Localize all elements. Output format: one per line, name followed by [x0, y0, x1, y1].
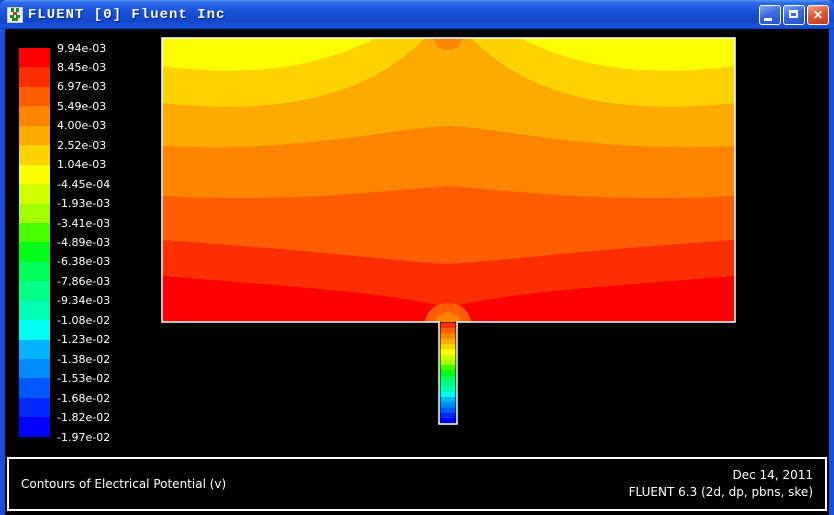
- channel-band: [440, 407, 456, 414]
- minimize-button[interactable]: [759, 5, 781, 25]
- caption-title: Contours of Electrical Potential (v): [21, 477, 227, 491]
- colorbar-label: 4.00e-03: [57, 119, 107, 133]
- channel-band: [440, 402, 456, 408]
- colorbar-label: -1.97e-02: [57, 430, 111, 444]
- top-electrode-spot: [434, 38, 462, 50]
- colorbar-label: 2.52e-03: [57, 138, 107, 152]
- channel-band: [440, 418, 456, 424]
- colorbar-label: -7.86e-03: [57, 274, 111, 288]
- colorbar-label: -1.82e-02: [57, 411, 111, 425]
- channel-band: [440, 391, 456, 398]
- colorbar-label: -1.38e-02: [57, 352, 111, 366]
- colorbar-band: [19, 339, 50, 359]
- caption-date: Dec 14, 2011: [732, 468, 813, 482]
- colorbar-band: [19, 397, 50, 418]
- channel-band: [440, 359, 456, 366]
- channel-band: [440, 396, 456, 403]
- window-controls: ✕: [759, 5, 829, 25]
- maximize-button[interactable]: [783, 5, 805, 25]
- colorbar-band: [19, 48, 50, 68]
- minimize-icon: [764, 18, 772, 21]
- titlebar[interactable]: FLUENT [0] Fluent Inc ✕: [0, 0, 834, 29]
- colorbar-band: [19, 106, 50, 126]
- channel-band: [440, 338, 456, 345]
- colorbar-band: [19, 242, 50, 262]
- channel-band: [440, 386, 456, 393]
- caption-solver: FLUENT 6.3 (2d, dp, pbns, ske): [628, 485, 813, 499]
- channel-band: [440, 365, 456, 371]
- channel-band: [440, 375, 456, 382]
- colorbar-band: [19, 203, 50, 223]
- colorbar-label: -1.08e-02: [57, 313, 111, 327]
- domain-outline: [161, 37, 736, 425]
- colorbar-label: -3.41e-03: [57, 216, 111, 230]
- colorbar-label: 8.45e-03: [57, 60, 107, 74]
- window-title: FLUENT [0] Fluent Inc: [28, 6, 226, 23]
- colorbar-label: -4.89e-03: [57, 236, 111, 249]
- colorbar-label: 1.04e-03: [57, 158, 107, 172]
- channel-band: [440, 354, 456, 361]
- colorbar-label: -1.68e-02: [57, 391, 111, 405]
- channel-band: [440, 412, 456, 419]
- channel-band: [440, 333, 456, 339]
- channel-band: [440, 380, 456, 387]
- colorbar-label: -1.53e-02: [57, 372, 111, 386]
- colorbar-label: -1.93e-03: [57, 197, 111, 211]
- outlet-channel-bands: [440, 322, 456, 424]
- channel-band: [440, 349, 456, 355]
- colorbar-band: [19, 359, 50, 379]
- channel-band: [440, 322, 456, 329]
- channel-band: [440, 343, 456, 350]
- colorbar-band: [19, 222, 50, 243]
- colorbar-label: -4.45e-04: [57, 177, 111, 191]
- colorbar-band: [19, 300, 50, 321]
- colorbar-band: [19, 320, 50, 340]
- channel-band: [440, 370, 456, 377]
- colorbar-label: -6.38e-03: [57, 255, 111, 269]
- colorbar-band: [19, 145, 50, 165]
- colorbar-band: [19, 67, 50, 87]
- colorbar-labels: 9.94e-03 8.45e-03 6.97e-03 5.49e-03 4.00e-03…: [57, 42, 137, 444]
- channel-entrance-dome-inner: [436, 312, 460, 322]
- colorbar-label: -1.23e-02: [57, 333, 111, 347]
- close-icon: ✕: [812, 8, 824, 22]
- colorbar-band: [19, 184, 50, 204]
- colorbar-label: -9.34e-03: [57, 294, 111, 308]
- colorbar-band: [19, 261, 50, 282]
- caption-box: Contours of Electrical Potential (v) Dec…: [7, 457, 827, 511]
- colorbar-band: [19, 125, 50, 146]
- colorbar-label: 5.49e-03: [57, 99, 107, 113]
- colorbar-band: [19, 86, 50, 107]
- colorbar-label: 9.94e-03: [57, 41, 107, 55]
- maximize-icon: [789, 10, 798, 18]
- fluent-app-icon: [7, 6, 23, 23]
- colorbar-band: [19, 281, 50, 301]
- colorbar-label: 6.97e-03: [57, 80, 107, 94]
- colorbar-bands: [19, 48, 50, 437]
- colorbar-band: [19, 417, 50, 437]
- colorbar-band: [19, 378, 50, 398]
- channel-band: [440, 327, 456, 334]
- close-button[interactable]: ✕: [807, 5, 829, 25]
- contour-band-red: [162, 276, 735, 322]
- caption-right: Dec 14, 2011 FLUENT 6.3 (2d, dp, pbns, s…: [629, 467, 813, 501]
- colorbar-band: [19, 164, 50, 185]
